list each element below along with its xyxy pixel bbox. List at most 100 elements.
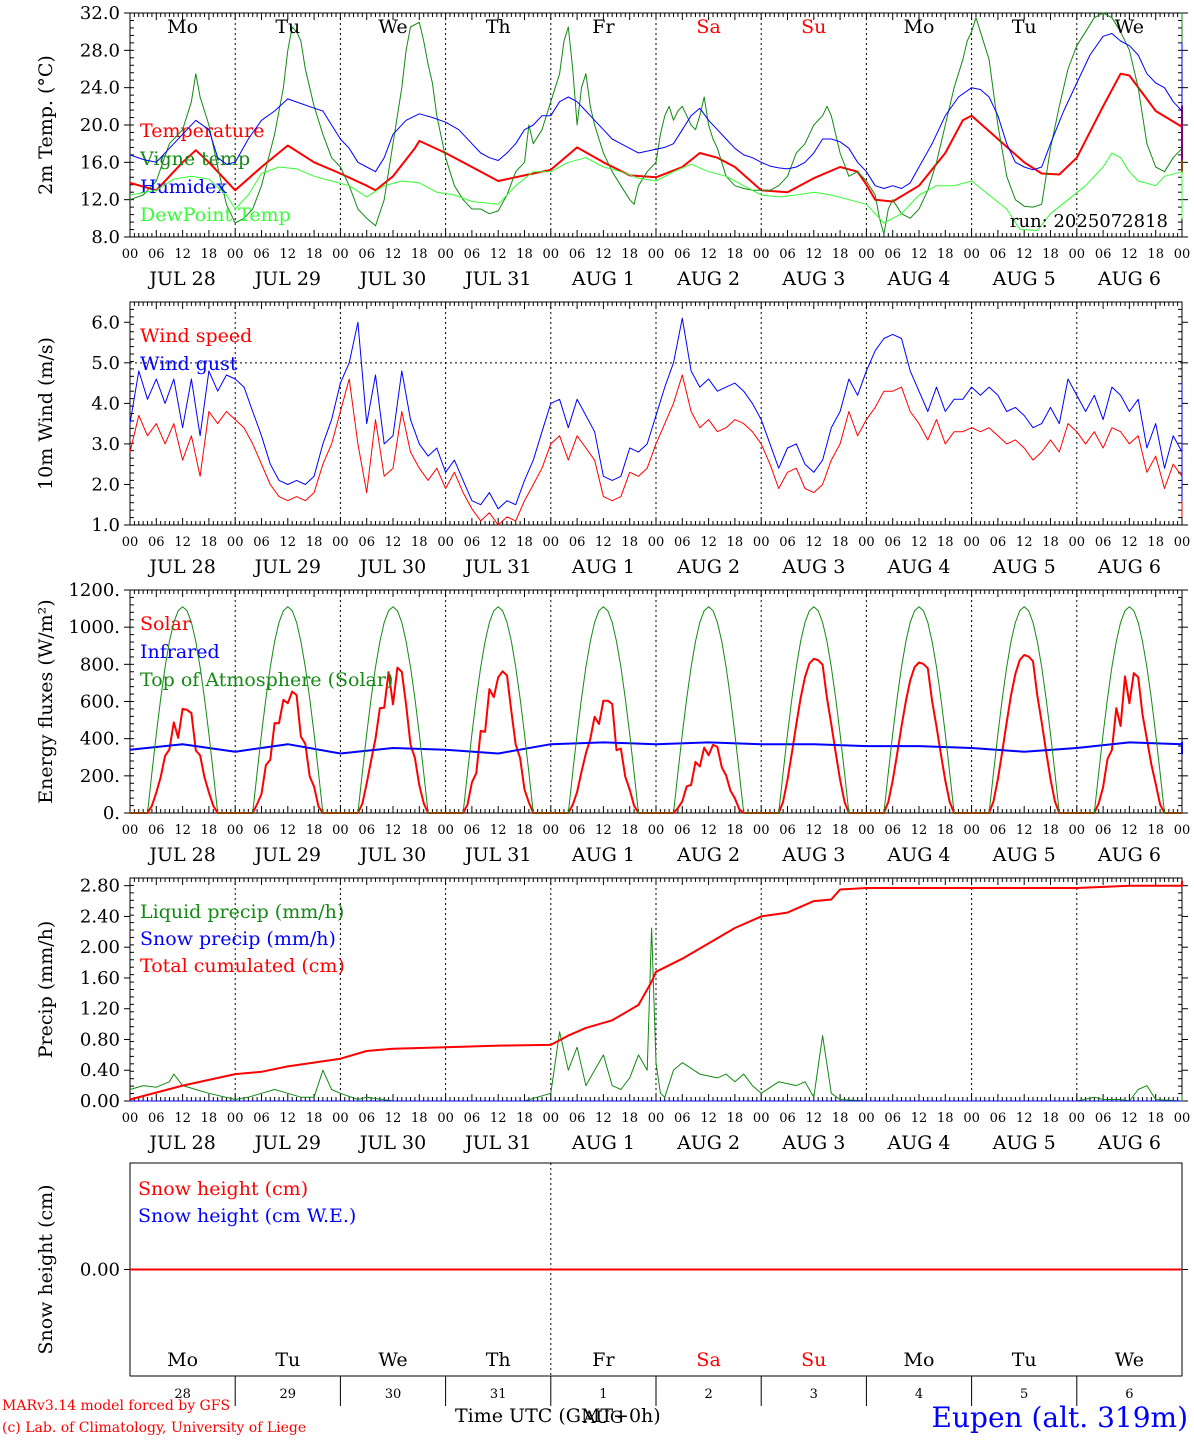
hour-tick-label: 00 bbox=[227, 535, 244, 550]
y-tick-label: 600. bbox=[80, 692, 120, 713]
date-label: JUL 28 bbox=[147, 1132, 215, 1154]
hour-tick-label: 00 bbox=[227, 1111, 244, 1126]
day-name: Mo bbox=[904, 1349, 935, 1371]
hour-tick-label: 00 bbox=[437, 247, 454, 262]
date-label: AUG 6 bbox=[1097, 1132, 1161, 1154]
hour-tick-label: 18 bbox=[832, 823, 849, 838]
hour-tick-label: 00 bbox=[1174, 823, 1191, 838]
hour-tick-label: 18 bbox=[516, 1111, 533, 1126]
day-number: 28 bbox=[174, 1387, 191, 1402]
legend-entry: Wind speed bbox=[140, 325, 252, 347]
hour-tick-label: 12 bbox=[1016, 247, 1033, 262]
day-name: Fr bbox=[592, 16, 615, 38]
hour-tick-label: 18 bbox=[621, 823, 638, 838]
hour-tick-label: 18 bbox=[1147, 247, 1164, 262]
hour-tick-label: 18 bbox=[1147, 535, 1164, 550]
hour-tick-label: 12 bbox=[490, 1111, 507, 1126]
date-label: JUL 31 bbox=[463, 844, 531, 866]
day-name: Th bbox=[486, 16, 511, 38]
y-tick-label: 2.40 bbox=[80, 906, 120, 927]
day-name: We bbox=[1115, 16, 1144, 38]
hour-tick-label: 12 bbox=[1121, 535, 1138, 550]
hour-tick-label: 18 bbox=[727, 247, 744, 262]
day-name: Sa bbox=[696, 1349, 720, 1371]
hour-tick-label: 00 bbox=[963, 1111, 980, 1126]
hour-tick-label: 12 bbox=[700, 823, 717, 838]
legend-entry: Temperature bbox=[140, 120, 264, 142]
hour-tick-label: 12 bbox=[174, 1111, 191, 1126]
hour-tick-label: 00 bbox=[543, 1111, 560, 1126]
day-name: Tu bbox=[275, 16, 300, 38]
hour-tick-label: 18 bbox=[1042, 823, 1059, 838]
hour-tick-label: 18 bbox=[306, 535, 323, 550]
date-label: JUL 28 bbox=[147, 268, 215, 290]
y-tick-label: 24.0 bbox=[80, 78, 120, 99]
hour-tick-label: 00 bbox=[648, 535, 665, 550]
hour-tick-label: 06 bbox=[1095, 247, 1112, 262]
date-label: AUG 4 bbox=[886, 1132, 950, 1154]
y-tick-label: 5.0 bbox=[91, 353, 120, 374]
day-name: Tu bbox=[1012, 1349, 1037, 1371]
hour-tick-label: 00 bbox=[227, 823, 244, 838]
date-label: AUG 2 bbox=[676, 844, 740, 866]
hour-tick-label: 00 bbox=[122, 535, 139, 550]
date-label: AUG 5 bbox=[992, 556, 1056, 578]
day-number: 2 bbox=[704, 1387, 712, 1402]
hour-tick-label: 12 bbox=[700, 535, 717, 550]
date-label: AUG 2 bbox=[676, 268, 740, 290]
hour-tick-label: 18 bbox=[937, 823, 954, 838]
hour-tick-label: 06 bbox=[779, 247, 796, 262]
hour-tick-label: 18 bbox=[1042, 535, 1059, 550]
hour-tick-label: 00 bbox=[543, 535, 560, 550]
date-label: JUL 29 bbox=[253, 268, 321, 290]
y-tick-label: 1.60 bbox=[80, 968, 120, 989]
date-label: JUL 30 bbox=[358, 268, 426, 290]
hour-tick-label: 00 bbox=[648, 1111, 665, 1126]
date-label: JUL 31 bbox=[463, 556, 531, 578]
hour-tick-label: 12 bbox=[280, 823, 297, 838]
hour-tick-label: 18 bbox=[832, 535, 849, 550]
hour-tick-label: 06 bbox=[990, 1111, 1007, 1126]
hour-tick-label: 06 bbox=[674, 535, 691, 550]
hour-tick-label: 12 bbox=[385, 247, 402, 262]
y-tick-label: 0.00 bbox=[80, 1260, 120, 1281]
date-label: AUG 3 bbox=[781, 844, 845, 866]
day-name: We bbox=[378, 1349, 407, 1371]
hour-tick-label: 18 bbox=[621, 1111, 638, 1126]
hour-tick-label: 06 bbox=[779, 535, 796, 550]
legend-entry: Total cumulated (cm) bbox=[140, 955, 345, 977]
date-label: AUG 2 bbox=[676, 556, 740, 578]
hour-tick-label: 18 bbox=[832, 247, 849, 262]
hour-tick-label: 00 bbox=[753, 247, 770, 262]
y-tick-label: 1200. bbox=[68, 580, 120, 601]
hour-tick-label: 12 bbox=[385, 823, 402, 838]
y-tick-label: 0. bbox=[103, 803, 120, 824]
date-label: AUG 4 bbox=[886, 268, 950, 290]
hour-tick-label: 06 bbox=[148, 823, 165, 838]
series-line-total-cumulated-cm- bbox=[129, 881, 1183, 1101]
hour-tick-label: 06 bbox=[1095, 1111, 1112, 1126]
series-line-dewpoint-temp bbox=[129, 152, 1183, 231]
hour-tick-label: 12 bbox=[490, 535, 507, 550]
legend-entry: Snow precip (mm/h) bbox=[140, 928, 336, 950]
hour-tick-label: 06 bbox=[148, 1111, 165, 1126]
hour-tick-label: 06 bbox=[1095, 535, 1112, 550]
hour-tick-label: 06 bbox=[779, 1111, 796, 1126]
hour-tick-label: 00 bbox=[858, 1111, 875, 1126]
date-label: JUL 29 bbox=[253, 556, 321, 578]
y-tick-label: 800. bbox=[80, 654, 120, 675]
y-axis-label: 2m Temp. (°C) bbox=[35, 55, 57, 195]
hour-tick-label: 12 bbox=[1121, 823, 1138, 838]
hour-tick-label: 00 bbox=[332, 247, 349, 262]
run-label: run: 2025072818 bbox=[1010, 211, 1168, 232]
hour-tick-label: 06 bbox=[674, 823, 691, 838]
hour-tick-label: 12 bbox=[595, 247, 612, 262]
hour-tick-label: 06 bbox=[464, 823, 481, 838]
hour-tick-label: 06 bbox=[464, 247, 481, 262]
model-credit: MARv3.14 model forced by GFS bbox=[2, 1398, 231, 1414]
y-tick-label: 1.20 bbox=[80, 999, 120, 1020]
date-label: AUG 3 bbox=[781, 268, 845, 290]
hour-tick-label: 12 bbox=[911, 1111, 928, 1126]
hour-tick-label: 18 bbox=[727, 1111, 744, 1126]
hour-tick-label: 12 bbox=[700, 1111, 717, 1126]
